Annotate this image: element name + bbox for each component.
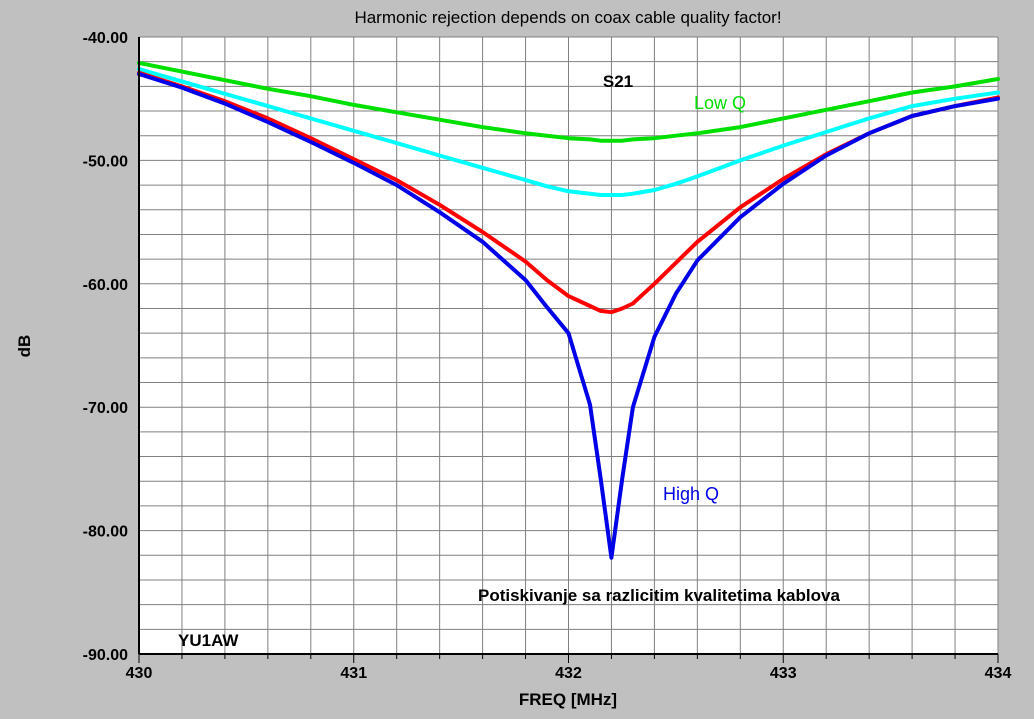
y-tick-label: -70.00: [83, 400, 128, 417]
axes: [138, 37, 999, 663]
y-tick-label: -50.00: [83, 153, 128, 170]
high-q-curve: [137, 72, 1000, 560]
x-axis-label: FREQ [MHz]: [519, 690, 617, 709]
x-tick-label: 433: [770, 665, 797, 682]
grid: [138, 36, 999, 655]
x-tick-label: 432: [555, 665, 582, 682]
medium-q-curve: [137, 67, 1000, 197]
author-label: YU1AW: [178, 631, 239, 650]
y-tick-label: -90.00: [83, 647, 128, 664]
high-medium-q-curve: [137, 70, 1000, 315]
caption-text: Potiskivanje sa razlicitim kvalitetima k…: [478, 586, 840, 605]
x-tick-label: 431: [340, 665, 367, 682]
low-q-label: Low Q: [694, 93, 746, 113]
x-tick-label: 430: [126, 665, 153, 682]
y-tick-label: -80.00: [83, 524, 128, 541]
x-tick-label: 434: [985, 665, 1012, 682]
low-q-curve: [137, 60, 1000, 143]
chart-title: Harmonic rejection depends on coax cable…: [354, 8, 781, 27]
y-axis-label: dB: [15, 335, 34, 358]
series-group: [137, 60, 1000, 560]
s21-label: S21: [603, 72, 633, 91]
y-tick-label: -40.00: [83, 30, 128, 47]
tick-labels: 430 431 432 433 434 -40.00 -50.00 -60.00 -70.00 -…: [83, 30, 1012, 682]
high-q-label: High Q: [663, 484, 719, 504]
y-tick-label: -60.00: [83, 277, 128, 294]
